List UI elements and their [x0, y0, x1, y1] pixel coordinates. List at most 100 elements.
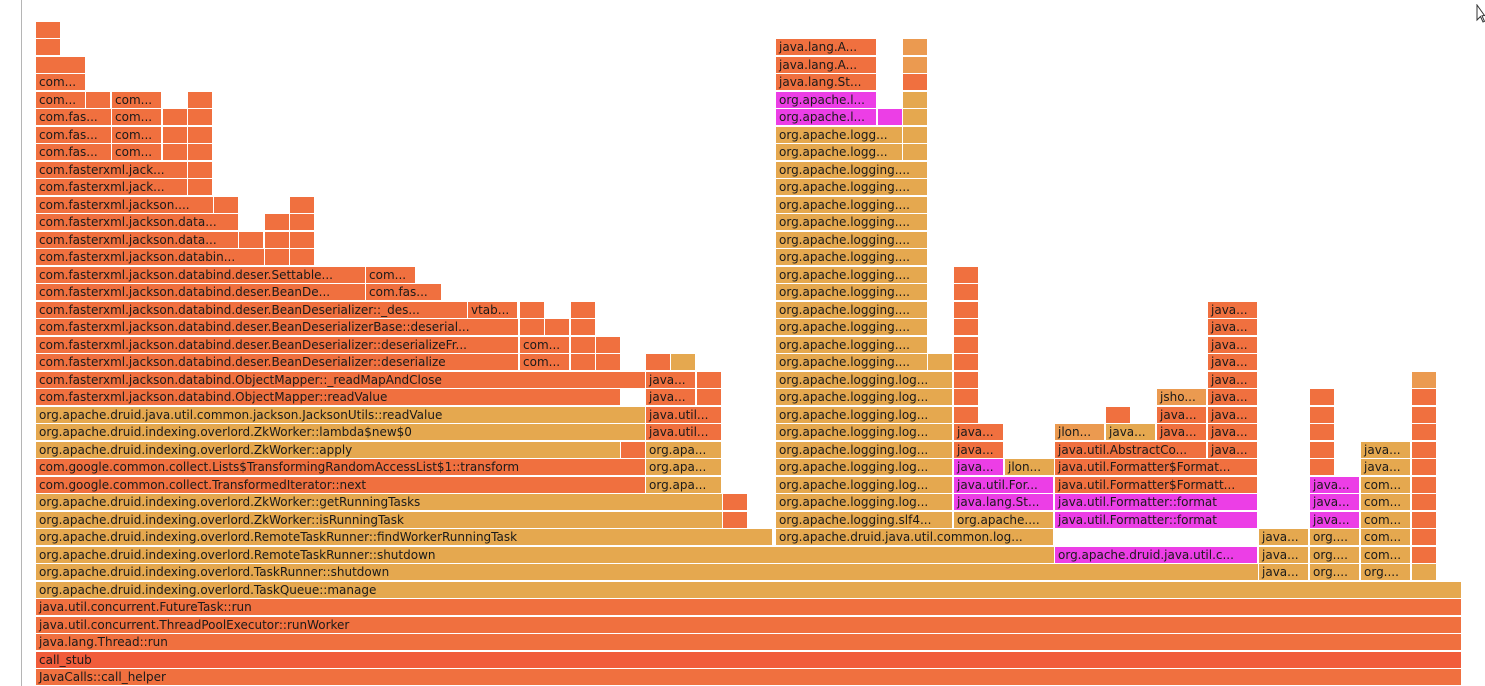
stack-frame[interactable]	[671, 354, 695, 370]
stack-frame[interactable]	[1412, 529, 1436, 545]
stack-frame[interactable]: java...	[1361, 459, 1410, 475]
stack-frame[interactable]: com...	[1361, 546, 1410, 563]
stack-frame[interactable]	[163, 109, 187, 125]
stack-frame[interactable]: com...	[112, 91, 161, 108]
stack-frame[interactable]: java...	[954, 424, 1003, 440]
stack-frame[interactable]: java.util.Formatter$Formatt...	[1055, 476, 1257, 493]
stack-frame[interactable]: org.apache.logg...	[776, 126, 902, 143]
stack-frame[interactable]: com.google.common.collect.TransformedIte…	[36, 476, 645, 493]
stack-frame[interactable]	[903, 39, 927, 55]
stack-frame[interactable]: java.util.Formatter$Format...	[1055, 459, 1257, 475]
stack-frame[interactable]	[954, 336, 978, 353]
stack-frame[interactable]	[290, 231, 314, 248]
stack-frame[interactable]: com.fasterxml.jackson.databind.deser.Bea…	[36, 319, 518, 335]
stack-frame[interactable]: org.apache.logging....	[776, 231, 927, 248]
stack-frame[interactable]: org.apache.logging.log...	[776, 371, 952, 388]
stack-frame[interactable]: com.fasterxml.jackson.databind.deser.Bea…	[36, 284, 365, 300]
stack-frame[interactable]: java...	[1208, 336, 1257, 353]
stack-frame[interactable]: com...	[520, 336, 569, 353]
stack-frame[interactable]: java...	[1157, 406, 1206, 423]
stack-frame[interactable]	[928, 354, 952, 370]
stack-frame[interactable]	[646, 354, 670, 370]
stack-frame[interactable]: java...	[1310, 511, 1359, 528]
stack-frame[interactable]: org.apache.l...	[776, 109, 876, 125]
stack-frame[interactable]	[188, 179, 212, 195]
stack-frame[interactable]: java...	[1208, 371, 1257, 388]
stack-frame[interactable]	[571, 354, 595, 370]
stack-frame[interactable]: org.apache.logging.log...	[776, 476, 952, 493]
stack-frame[interactable]: java.lang.A...	[776, 56, 876, 73]
stack-frame[interactable]: JavaCalls::call_helper	[36, 669, 1461, 685]
stack-frame[interactable]	[86, 91, 110, 108]
stack-frame[interactable]: org.apache.druid.java.util.common.log...	[776, 529, 1053, 545]
stack-frame[interactable]: org.apa...	[646, 441, 721, 458]
stack-frame[interactable]: org.apache.logging....	[776, 284, 927, 300]
stack-frame[interactable]	[954, 319, 978, 335]
stack-frame[interactable]: jsho...	[1157, 389, 1206, 405]
stack-frame[interactable]	[954, 389, 978, 405]
stack-frame[interactable]	[903, 126, 927, 143]
stack-frame[interactable]	[188, 144, 212, 160]
stack-frame[interactable]	[1412, 494, 1436, 510]
stack-frame[interactable]	[903, 91, 927, 108]
stack-frame[interactable]: org.apache.logging....	[776, 196, 927, 213]
stack-frame[interactable]: com.fasterxml.jackson.databind.deser.Set…	[36, 266, 365, 283]
stack-frame[interactable]: org.apache.druid.indexing.overlord.ZkWor…	[36, 441, 620, 458]
stack-frame[interactable]	[265, 249, 289, 265]
stack-frame[interactable]	[1412, 476, 1436, 493]
stack-frame[interactable]	[571, 319, 595, 335]
stack-frame[interactable]: java...	[1208, 301, 1257, 318]
stack-frame[interactable]	[954, 284, 978, 300]
stack-frame[interactable]: java...	[1208, 319, 1257, 335]
stack-frame[interactable]: java.lang.St...	[954, 494, 1053, 510]
stack-frame[interactable]	[1412, 511, 1436, 528]
stack-frame[interactable]	[954, 301, 978, 318]
stack-frame[interactable]	[723, 494, 747, 510]
stack-frame[interactable]: java.util...	[646, 424, 721, 440]
stack-frame[interactable]	[1310, 424, 1334, 440]
stack-frame[interactable]: com.fasterxml.jackson.data...	[36, 214, 238, 230]
stack-frame[interactable]: com...	[1361, 494, 1410, 510]
stack-frame[interactable]: java...	[1208, 406, 1257, 423]
stack-frame[interactable]	[1310, 441, 1334, 458]
stack-frame[interactable]: java...	[1361, 441, 1410, 458]
stack-frame[interactable]: jlon...	[1005, 459, 1054, 475]
stack-frame[interactable]: org....	[1361, 564, 1410, 580]
stack-frame[interactable]	[1412, 389, 1436, 405]
stack-frame[interactable]	[545, 319, 569, 335]
stack-frame[interactable]: org.apache.logging....	[776, 354, 927, 370]
stack-frame[interactable]: org.apache.logging....	[776, 249, 927, 265]
stack-frame[interactable]: org.apache.logging....	[776, 319, 927, 335]
stack-frame[interactable]: org.apa...	[646, 459, 721, 475]
stack-frame[interactable]: org.apache.logging.log...	[776, 441, 952, 458]
stack-frame[interactable]: java.lang.A...	[776, 39, 876, 55]
stack-frame[interactable]: java...	[1259, 529, 1308, 545]
stack-frame[interactable]: com.fasterxml.jack...	[36, 179, 187, 195]
stack-frame[interactable]: com.fasterxml.jackson.databind.deser.Bea…	[36, 336, 518, 353]
stack-frame[interactable]: com.fasterxml.jackson.data...	[36, 231, 238, 248]
stack-frame[interactable]: call_stub	[36, 651, 1461, 668]
stack-frame[interactable]: org.apache.logging.log...	[776, 494, 952, 510]
stack-frame[interactable]	[520, 319, 544, 335]
stack-frame[interactable]	[188, 91, 212, 108]
stack-frame[interactable]: com...	[36, 74, 85, 90]
stack-frame[interactable]: com...	[1361, 511, 1410, 528]
stack-frame[interactable]	[954, 406, 978, 423]
stack-frame[interactable]: java.util.AbstractCo...	[1055, 441, 1206, 458]
stack-frame[interactable]: org.apache.logging....	[776, 336, 927, 353]
stack-frame[interactable]: java.lang.Thread::run	[36, 634, 1461, 650]
stack-frame[interactable]: com...	[366, 266, 415, 283]
stack-frame[interactable]: java.util.For...	[954, 476, 1053, 493]
stack-frame[interactable]: com.fasterxml.jackson.databind.deser.Bea…	[36, 301, 467, 318]
stack-frame[interactable]: org.apache.druid.indexing.overlord.Remot…	[36, 529, 772, 545]
stack-frame[interactable]: java...	[646, 389, 695, 405]
stack-frame[interactable]	[954, 354, 978, 370]
stack-frame[interactable]: org.apache.logging....	[776, 214, 927, 230]
stack-frame[interactable]	[1412, 441, 1436, 458]
stack-frame[interactable]: org.apache.logging.log...	[776, 389, 952, 405]
stack-frame[interactable]	[1412, 424, 1436, 440]
stack-frame[interactable]: org.apache.druid.indexing.overlord.Remot…	[36, 546, 1054, 563]
stack-frame[interactable]: com.fasterxml.jackson.databind.ObjectMap…	[36, 389, 620, 405]
stack-frame[interactable]	[214, 196, 238, 213]
stack-frame[interactable]: org.apache.logging....	[776, 179, 927, 195]
